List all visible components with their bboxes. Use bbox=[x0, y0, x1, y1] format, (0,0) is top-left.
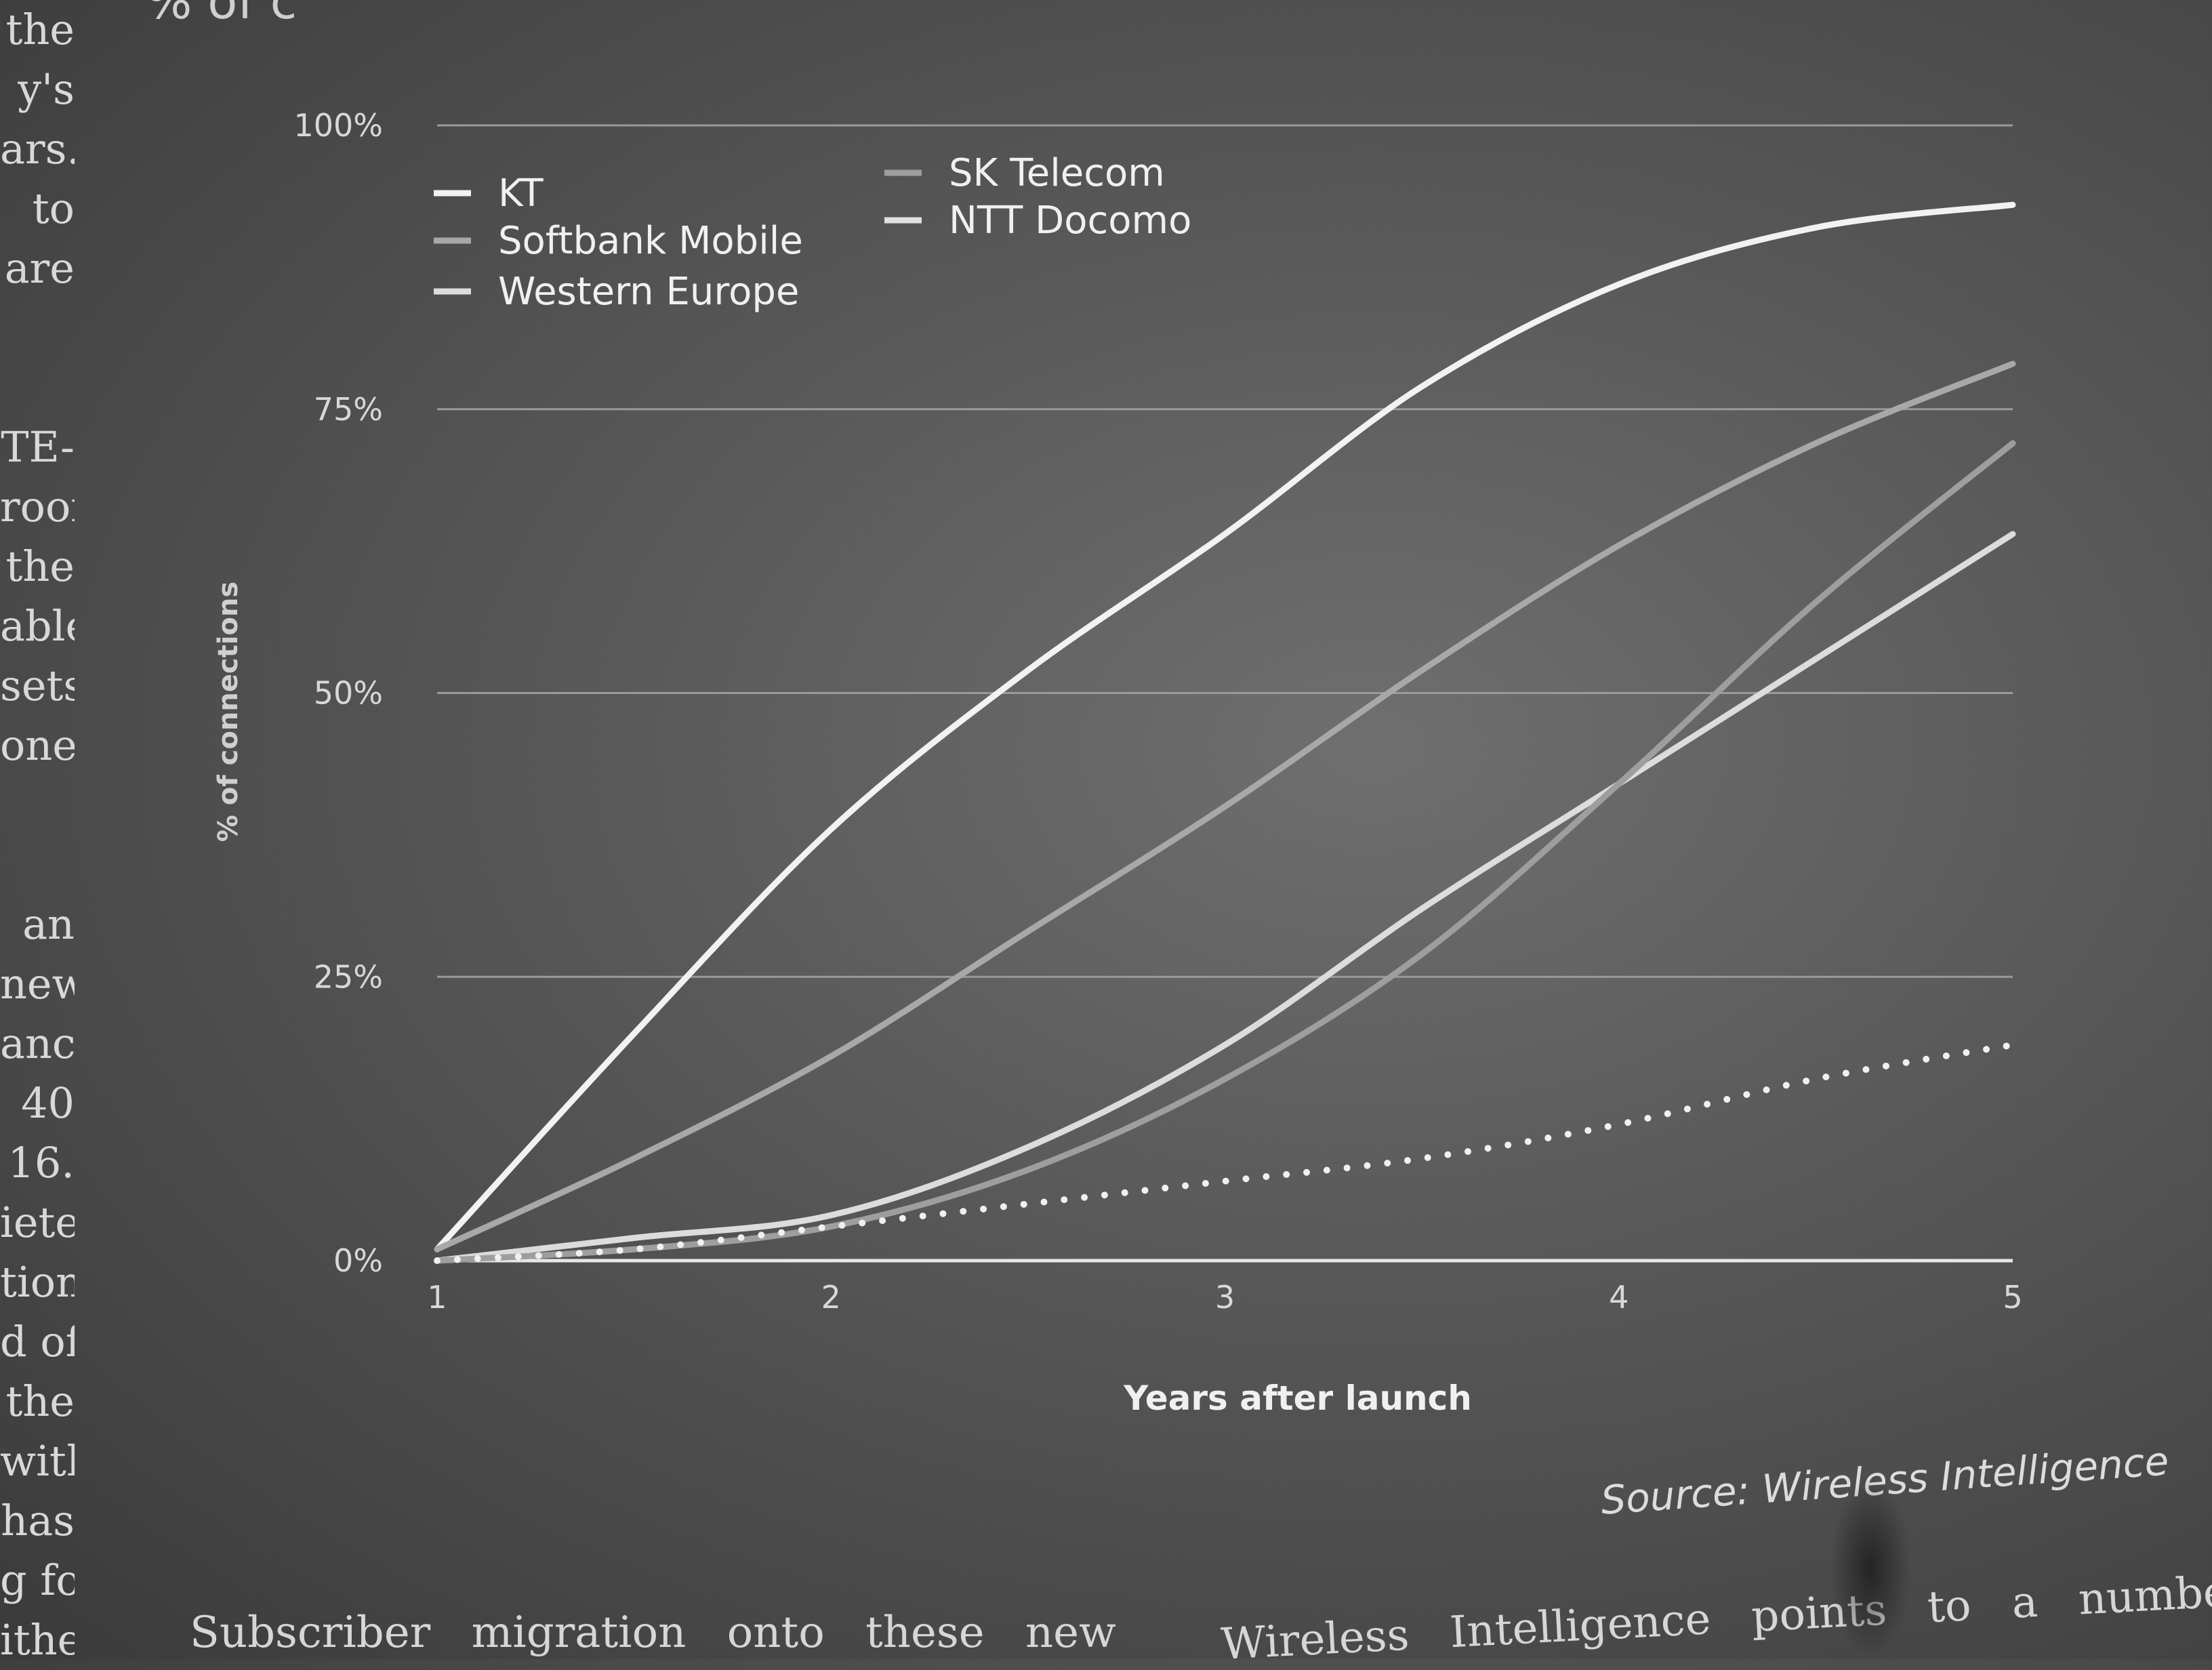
x-tick-labels: 1 2 3 4 5 bbox=[427, 1279, 2022, 1316]
column-fragment: g for bbox=[0, 1555, 75, 1605]
column-fragment: ars. bbox=[0, 124, 75, 174]
y-tick-label: 0% bbox=[333, 1242, 383, 1279]
column-fragment: new bbox=[0, 959, 75, 1009]
column-fragment: y's bbox=[18, 64, 75, 114]
y-tick-label: 50% bbox=[314, 675, 383, 712]
column-fragment: able bbox=[0, 601, 75, 651]
x-tick-label: 3 bbox=[1215, 1279, 1235, 1316]
x-tick-label: 4 bbox=[1609, 1279, 1629, 1316]
column-fragment: iete bbox=[0, 1198, 75, 1247]
x-tick-label: 2 bbox=[821, 1279, 841, 1316]
y-tick-labels: 0% 25% 50% 75% 100% bbox=[293, 107, 383, 1279]
legend-label: KT bbox=[498, 171, 544, 216]
column-fragment: roof bbox=[0, 482, 75, 531]
series-line bbox=[434, 201, 2016, 1252]
series-line bbox=[434, 361, 2016, 1252]
legend-label: Western Europe bbox=[498, 270, 799, 314]
column-fragment: 16. bbox=[7, 1138, 75, 1187]
series-lines bbox=[434, 201, 2016, 1264]
column-fragment: one bbox=[0, 720, 75, 770]
x-tick-label: 1 bbox=[427, 1279, 447, 1316]
column-fragment: sets bbox=[0, 661, 75, 710]
column-fragment: the bbox=[5, 1377, 75, 1426]
column-fragment: ance bbox=[0, 1019, 75, 1068]
series-line bbox=[434, 531, 2016, 1264]
photo-shadow bbox=[1830, 1478, 1911, 1659]
column-fragment: are bbox=[4, 243, 75, 293]
column-fragment: the bbox=[5, 5, 75, 54]
column-fragment: 40 bbox=[21, 1078, 75, 1128]
adjacent-column-text: the y's ars. to are TE-roof the able sets one an ne… bbox=[0, 0, 75, 1659]
column-fragment: the bbox=[5, 542, 75, 591]
column-fragment: tion bbox=[0, 1257, 75, 1307]
x-axis-label: Years after launch bbox=[1123, 1379, 1472, 1418]
y-axis-label: % of connections bbox=[213, 582, 244, 842]
legend-label: Softbank Mobile bbox=[498, 219, 803, 263]
y-tick-label: 25% bbox=[314, 958, 383, 995]
x-tick-label: 5 bbox=[2003, 1279, 2022, 1316]
gridlines bbox=[437, 124, 2013, 1263]
column-fragment: d of bbox=[0, 1317, 75, 1366]
body-text-left: Subscriber migration onto these new bbox=[190, 1608, 1116, 1658]
column-fragment: to bbox=[32, 184, 75, 233]
series-line bbox=[434, 440, 2016, 1264]
legend-label: NTT Docomo bbox=[949, 199, 1191, 243]
y-tick-label: 75% bbox=[314, 391, 383, 428]
column-fragment: has bbox=[1, 1496, 75, 1545]
y-tick-label: 100% bbox=[293, 107, 383, 144]
column-fragment: ither bbox=[0, 1615, 75, 1659]
column-fragment: TE- bbox=[1, 422, 75, 472]
clipped-heading: % of c bbox=[146, 0, 298, 30]
series-line bbox=[434, 1041, 2016, 1264]
legend-label: SK Telecom bbox=[949, 151, 1165, 195]
column-fragment: an bbox=[22, 899, 75, 949]
